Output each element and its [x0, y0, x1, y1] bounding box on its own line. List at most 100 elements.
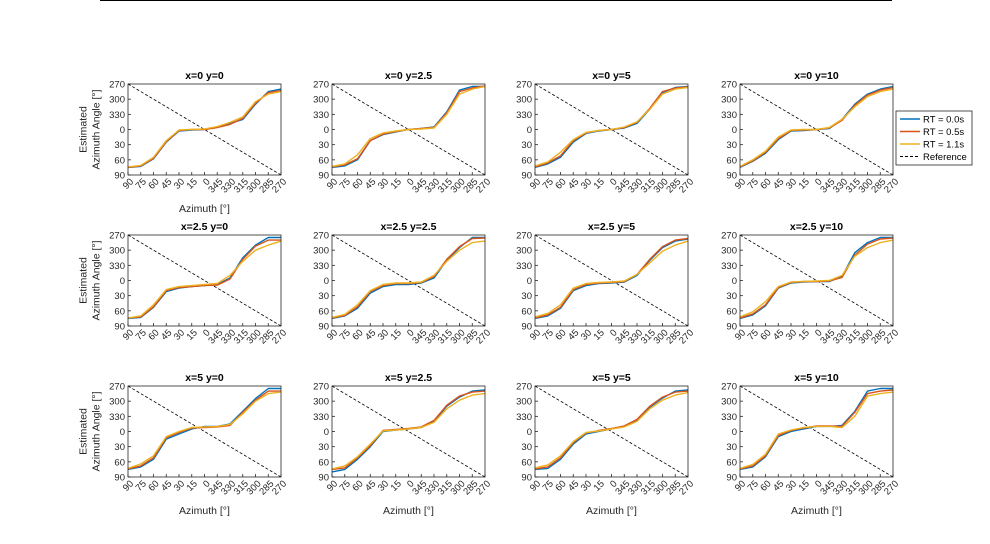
y-tick-label: 30 — [318, 291, 329, 302]
x-tick-label: 15 — [592, 176, 607, 191]
x-tick-label: 0 — [608, 176, 620, 188]
y-tick-label: 0 — [527, 276, 532, 287]
y-tick-label: 0 — [324, 125, 329, 136]
x-tick-label: 0 — [201, 176, 213, 188]
x-tick-label: 270 — [677, 327, 696, 346]
series-line-rt11 — [534, 391, 689, 469]
panel-title: x=2.5 y=10 — [790, 221, 843, 233]
y-tick-label: 0 — [527, 427, 532, 438]
legend-label: Reference — [923, 152, 967, 163]
y-tick-label: 60 — [318, 155, 329, 166]
y-axis-label: EstimatedAzimuth Angle [°] — [78, 240, 103, 320]
x-tick-label: 270 — [270, 327, 289, 346]
y-tick-label: 270 — [313, 80, 329, 91]
y-tick-label: 30 — [318, 442, 329, 453]
series-line-rt11 — [331, 392, 486, 470]
x-tick-label: 15 — [797, 478, 812, 493]
y-tick-label: 300 — [516, 246, 532, 257]
y-tick-label: 90 — [318, 171, 329, 182]
x-axis-label: Azimuth [°] — [383, 505, 434, 517]
reference-line — [739, 385, 894, 478]
y-tick-label: 270 — [109, 382, 125, 393]
x-axis-label: Azimuth [°] — [791, 505, 842, 517]
y-tick-label: 270 — [109, 80, 125, 91]
panel-title: x=2.5 y=5 — [588, 221, 635, 233]
y-tick-label: 90 — [114, 171, 125, 182]
y-tick-label: 30 — [521, 442, 532, 453]
y-tick-label: 90 — [521, 171, 532, 182]
y-tick-label: 0 — [120, 427, 125, 438]
series-line-rt11 — [331, 85, 486, 168]
y-tick-label: 0 — [120, 125, 125, 136]
y-tick-label: 0 — [732, 276, 737, 287]
y-tick-label: 30 — [726, 442, 737, 453]
series-line-rt11 — [127, 90, 282, 168]
panel-title: x=5 y=10 — [794, 372, 839, 384]
x-tick-label: 0 — [608, 327, 620, 339]
y-tick-label: 330 — [313, 110, 329, 121]
y-tick-label: 30 — [726, 291, 737, 302]
y-tick-label: 60 — [521, 457, 532, 468]
y-tick-label: 30 — [114, 442, 125, 453]
y-tick-label: 90 — [726, 473, 737, 484]
x-tick-label: 15 — [389, 176, 404, 191]
x-tick-label: 270 — [677, 478, 696, 497]
panel-title: x=5 y=2.5 — [385, 372, 432, 384]
x-tick-label: 270 — [270, 478, 289, 497]
x-tick-label: 270 — [882, 176, 901, 195]
y-tick-label: 270 — [516, 382, 532, 393]
y-tick-label: 270 — [109, 231, 125, 242]
x-tick-label: 15 — [797, 176, 812, 191]
y-tick-label: 330 — [516, 261, 532, 272]
y-axis-label: EstimatedAzimuth Angle [°] — [78, 391, 103, 471]
y-tick-label: 30 — [114, 140, 125, 151]
series-line-rt11 — [127, 240, 282, 319]
series-line-rt11 — [534, 86, 689, 167]
y-tick-label: 0 — [732, 125, 737, 136]
y-tick-label: 270 — [721, 382, 737, 393]
series-line-rt00 — [739, 85, 894, 169]
y-tick-label: 270 — [313, 382, 329, 393]
y-tick-label: 270 — [516, 80, 532, 91]
y-tick-label: 90 — [521, 322, 532, 333]
y-tick-label: 60 — [521, 306, 532, 317]
y-tick-label: 330 — [721, 412, 737, 423]
y-tick-label: 0 — [120, 276, 125, 287]
y-tick-label: 330 — [313, 261, 329, 272]
y-tick-label: 90 — [318, 322, 329, 333]
x-tick-label: 15 — [389, 327, 404, 342]
y-tick-label: 60 — [114, 155, 125, 166]
y-tick-label: 330 — [313, 412, 329, 423]
series-line-rt05 — [127, 239, 281, 319]
legend-label: RT = 0.0s — [923, 115, 964, 126]
x-tick-label: 0 — [201, 327, 213, 339]
x-tick-label: 15 — [592, 478, 607, 493]
y-tick-label: 90 — [318, 473, 329, 484]
panel-title: x=0 y=2.5 — [385, 70, 432, 82]
y-tick-label: 270 — [313, 231, 329, 242]
x-axis-label: Azimuth [°] — [179, 505, 230, 517]
x-tick-label: 270 — [474, 478, 493, 497]
x-tick-label: 270 — [270, 176, 289, 195]
x-tick-label: 0 — [608, 478, 620, 490]
y-tick-label: 0 — [324, 427, 329, 438]
y-tick-label: 300 — [721, 397, 737, 408]
y-tick-label: 270 — [721, 80, 737, 91]
series-line-rt11 — [127, 391, 282, 470]
y-tick-label: 330 — [109, 110, 125, 121]
x-axis-label: Azimuth [°] — [586, 505, 637, 517]
y-tick-label: 90 — [521, 473, 532, 484]
y-tick-label: 0 — [527, 125, 532, 136]
x-tick-label: 0 — [405, 478, 417, 490]
series-line-rt00 — [331, 236, 485, 320]
x-tick-label: 15 — [185, 478, 200, 493]
